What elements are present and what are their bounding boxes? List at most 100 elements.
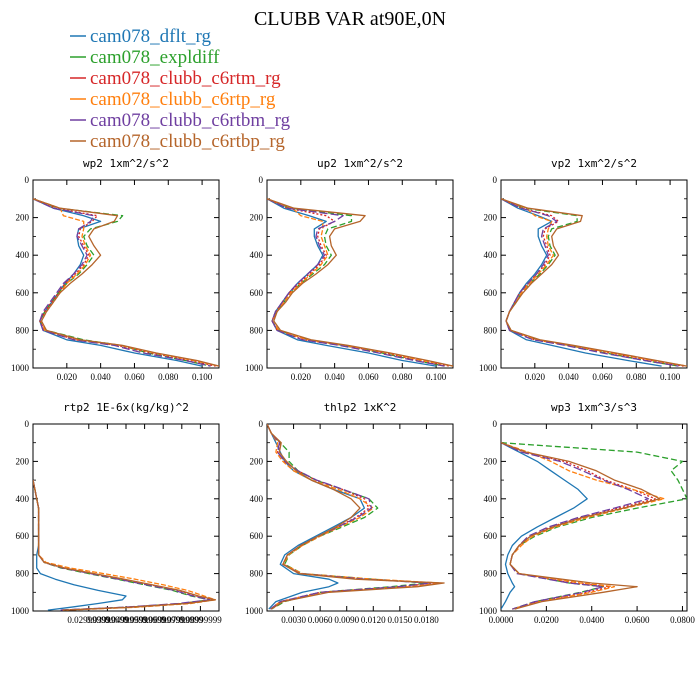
y-tick-label: 800 <box>484 325 498 335</box>
y-tick-label: 1000 <box>11 363 30 373</box>
panel-title: wp2 1xm^2/s^2 <box>83 157 169 170</box>
x-tick-label: 0.080 <box>392 372 413 382</box>
legend-entry: cam078_clubb_c6rtbp_rg <box>70 131 285 152</box>
x-tick-label: 0.05999999 <box>123 615 166 625</box>
panel-title: up2 1xm^2/s^2 <box>317 157 403 170</box>
legend: cam078_dflt_rgcam078_expldiffcam078_club… <box>70 26 291 152</box>
y-tick-label: 600 <box>16 531 30 541</box>
x-tick-label: 0.0000 <box>489 615 514 625</box>
y-tick-label: 200 <box>16 456 30 466</box>
series-line <box>267 198 450 367</box>
x-tick-label: 0.020 <box>525 372 546 382</box>
series-line <box>33 479 127 611</box>
series-group <box>501 442 687 610</box>
x-tick-label: 0.0180 <box>414 615 439 625</box>
chart-panel: thlp2 1xK^2 0 200 400 600 800 1000 0.0030 0.0060… <box>245 401 454 625</box>
chart-panel: vp2 1xm^2/s^2 0 200 400 600 800 1000 0.020 0.040… <box>479 157 688 382</box>
series-line <box>267 424 441 610</box>
chart-panel: wp2 1xm^2/s^2 0 200 400 600 800 1000 0.020 0.040… <box>11 157 220 382</box>
legend-entry: cam078_clubb_c6rtbm_rg <box>70 110 291 131</box>
series-line <box>267 198 453 367</box>
y-tick-label: 800 <box>16 569 30 579</box>
x-tick-label: 0.100 <box>426 372 447 382</box>
x-tick-label: 0.0090 <box>334 615 359 625</box>
series-line <box>33 479 216 611</box>
x-tick-label: 0.020 <box>57 372 78 382</box>
legend-label: cam078_dflt_rg <box>90 26 212 47</box>
series-group <box>501 198 687 367</box>
x-tick-label: 0.0150 <box>387 615 412 625</box>
x-tick-label: 0.0120 <box>361 615 386 625</box>
legend-entry: cam078_dflt_rg <box>70 26 212 47</box>
x-tick-label: 0.0600 <box>625 615 650 625</box>
y-tick-label: 0 <box>25 175 30 185</box>
series-line <box>267 424 445 610</box>
series-group <box>267 198 453 367</box>
x-tick-label: 0.080 <box>626 372 647 382</box>
y-tick-label: 600 <box>484 531 498 541</box>
y-tick-label: 400 <box>16 250 30 260</box>
y-tick-label: 1000 <box>245 606 264 616</box>
x-tick-label: 0.060 <box>592 372 613 382</box>
y-tick-label: 400 <box>484 494 498 504</box>
series-line <box>267 198 445 367</box>
series-line <box>267 424 432 610</box>
chart-panel: up2 1xm^2/s^2 0 200 400 600 800 1000 0.020 0.040… <box>245 157 454 382</box>
legend-label: cam078_clubb_c6rtp_rg <box>90 89 276 110</box>
figure-title: CLUBB VAR at90E,0N <box>254 8 446 30</box>
series-line <box>501 442 588 610</box>
x-tick-label: 0.020 <box>291 372 312 382</box>
x-tick-label: 0.060 <box>358 372 379 382</box>
legend-label: cam078_expldiff <box>90 47 220 68</box>
x-tick-label: 0.04999999 <box>105 615 148 625</box>
legend-label: cam078_clubb_c6rtbm_rg <box>90 110 291 131</box>
y-tick-label: 200 <box>250 456 264 466</box>
series-line <box>33 479 211 611</box>
x-tick-label: 0.100 <box>192 372 213 382</box>
y-tick-label: 1000 <box>11 606 30 616</box>
x-tick-label: 0.02999999 <box>67 615 110 625</box>
y-tick-label: 200 <box>250 213 264 223</box>
panel-title: wp3 1xm^3/s^3 <box>551 401 637 414</box>
series-line <box>267 198 453 367</box>
x-tick-label: 0.040 <box>91 372 112 382</box>
series-line <box>33 198 219 367</box>
x-tick-label: 0.08999999 <box>179 615 222 625</box>
y-tick-label: 400 <box>250 494 264 504</box>
series-line <box>33 479 216 611</box>
panel-title: rtp2 1E-6x(kg/kg)^2 <box>63 401 189 414</box>
legend-label: cam078_clubb_c6rtm_rg <box>90 68 281 89</box>
x-tick-label: 0.040 <box>559 372 580 382</box>
y-tick-label: 600 <box>250 288 264 298</box>
chart-panel: rtp2 1E-6x(kg/kg)^2 0 200 400 600 800 1000 0.02… <box>11 401 222 625</box>
series-line <box>33 198 211 367</box>
y-tick-label: 0 <box>259 175 264 185</box>
x-tick-label: 0.0200 <box>534 615 559 625</box>
y-tick-label: 600 <box>484 288 498 298</box>
series-line <box>501 198 662 367</box>
y-tick-label: 600 <box>16 288 30 298</box>
y-tick-label: 1000 <box>479 606 498 616</box>
series-line <box>33 198 203 367</box>
y-tick-label: 0 <box>493 175 498 185</box>
y-tick-label: 400 <box>250 250 264 260</box>
plot-frame <box>32 423 220 612</box>
x-tick-label: 0.100 <box>660 372 681 382</box>
x-tick-label: 0.0060 <box>308 615 333 625</box>
x-tick-label: 0.080 <box>158 372 179 382</box>
series-line <box>501 442 656 610</box>
y-tick-label: 200 <box>484 213 498 223</box>
x-tick-label: 0.03999999 <box>86 615 129 625</box>
series-line <box>33 198 219 367</box>
y-tick-label: 800 <box>16 325 30 335</box>
panels: wp2 1xm^2/s^2 0 200 400 600 800 1000 0.020 0.040… <box>11 157 695 625</box>
y-tick-label: 200 <box>484 456 498 466</box>
y-tick-label: 800 <box>484 569 498 579</box>
y-tick-label: 1000 <box>245 363 264 373</box>
x-tick-label: 0.06999999 <box>142 615 185 625</box>
y-tick-label: 0 <box>493 419 498 429</box>
y-tick-label: 600 <box>250 531 264 541</box>
series-group <box>267 424 445 610</box>
y-tick-label: 800 <box>250 325 264 335</box>
